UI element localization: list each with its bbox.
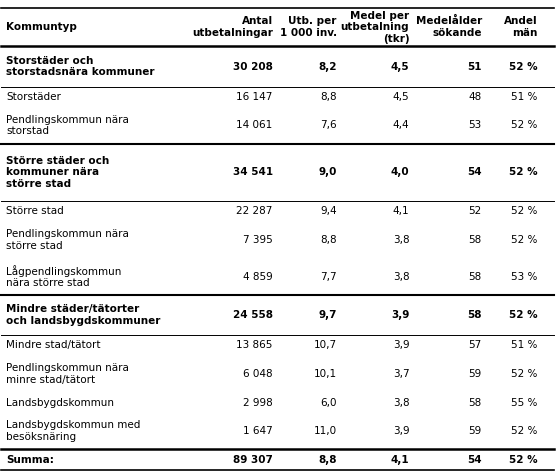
Text: 22 287: 22 287 [236,206,273,217]
Text: 7,6: 7,6 [320,121,337,131]
Text: 52 %: 52 % [511,206,538,217]
Text: 30 208: 30 208 [233,61,273,72]
Text: 51: 51 [468,61,482,72]
Text: 51 %: 51 % [511,92,538,102]
Text: 6 048: 6 048 [243,369,273,379]
Text: Större stad: Större stad [6,206,64,217]
Text: Lågpendlingskommun
nära större stad: Lågpendlingskommun nära större stad [6,265,122,288]
Text: 59: 59 [469,369,482,379]
Text: 10,1: 10,1 [314,369,337,379]
Text: 58: 58 [469,235,482,245]
Text: Medel per
utbetalning
(tkr): Medel per utbetalning (tkr) [341,10,410,44]
Text: 9,0: 9,0 [319,168,337,178]
Text: 4,4: 4,4 [393,121,410,131]
Text: 9,7: 9,7 [318,310,337,320]
Text: 52 %: 52 % [509,310,538,320]
Text: 3,8: 3,8 [393,272,410,282]
Text: Antal
utbetalningar: Antal utbetalningar [192,17,273,38]
Text: 53 %: 53 % [511,272,538,282]
Text: Landsbygdskommun: Landsbygdskommun [6,398,114,408]
Text: 58: 58 [468,310,482,320]
Text: 7 395: 7 395 [243,235,273,245]
Text: 53: 53 [469,121,482,131]
Text: 4 859: 4 859 [243,272,273,282]
Text: 54: 54 [467,168,482,178]
Text: 52 %: 52 % [511,426,538,436]
Text: 52 %: 52 % [509,61,538,72]
Text: 52 %: 52 % [511,121,538,131]
Text: 7,7: 7,7 [320,272,337,282]
Text: 6,0: 6,0 [320,398,337,408]
Text: Mindre stad/tätort: Mindre stad/tätort [6,341,100,351]
Text: 51 %: 51 % [511,341,538,351]
Text: 4,1: 4,1 [391,455,410,465]
Text: Storstäder och
storstadsnära kommuner: Storstäder och storstadsnära kommuner [6,56,155,77]
Text: 10,7: 10,7 [314,341,337,351]
Text: Pendlingskommun nära
minre stad/tätort: Pendlingskommun nära minre stad/tätort [6,363,129,385]
Text: 4,1: 4,1 [393,206,410,217]
Text: 52 %: 52 % [509,455,538,465]
Text: Landsbygdskommun med
besöksnäring: Landsbygdskommun med besöksnäring [6,420,141,442]
Text: 52 %: 52 % [511,235,538,245]
Text: 8,8: 8,8 [320,235,337,245]
Text: Kommuntyp: Kommuntyp [6,22,77,32]
Text: 24 558: 24 558 [233,310,273,320]
Text: 11,0: 11,0 [314,426,337,436]
Text: Andel
män: Andel män [504,17,538,38]
Text: 3,9: 3,9 [393,426,410,436]
Text: 9,4: 9,4 [320,206,337,217]
Text: 48: 48 [469,92,482,102]
Text: 52 %: 52 % [509,168,538,178]
Text: Större städer och
kommuner nära
större stad: Större städer och kommuner nära större s… [6,156,109,189]
Text: 4,0: 4,0 [391,168,410,178]
Text: 2 998: 2 998 [243,398,273,408]
Text: 59: 59 [469,426,482,436]
Text: 3,8: 3,8 [393,398,410,408]
Text: 58: 58 [469,398,482,408]
Text: 58: 58 [469,272,482,282]
Text: 13 865: 13 865 [236,341,273,351]
Text: 14 061: 14 061 [237,121,273,131]
Text: 3,9: 3,9 [393,341,410,351]
Text: 8,8: 8,8 [320,92,337,102]
Text: 8,8: 8,8 [318,455,337,465]
Text: Pendlingskommun nära
storstad: Pendlingskommun nära storstad [6,114,129,136]
Text: 8,2: 8,2 [318,61,337,72]
Text: 1 647: 1 647 [243,426,273,436]
Text: 55 %: 55 % [511,398,538,408]
Text: 3,8: 3,8 [393,235,410,245]
Text: 4,5: 4,5 [393,92,410,102]
Text: Pendlingskommun nära
större stad: Pendlingskommun nära större stad [6,229,129,251]
Text: 52 %: 52 % [511,369,538,379]
Text: 16 147: 16 147 [236,92,273,102]
Text: 54: 54 [467,455,482,465]
Text: 89 307: 89 307 [233,455,273,465]
Text: 52: 52 [469,206,482,217]
Text: 4,5: 4,5 [391,61,410,72]
Text: 57: 57 [469,341,482,351]
Text: Mindre städer/tätorter
och landsbygdskommuner: Mindre städer/tätorter och landsbygdskom… [6,304,160,326]
Text: Utb. per
1 000 inv.: Utb. per 1 000 inv. [280,17,337,38]
Text: Medelålder
sökande: Medelålder sökande [416,16,482,38]
Text: Storstäder: Storstäder [6,92,61,102]
Text: Summa:: Summa: [6,455,54,465]
Text: 34 541: 34 541 [233,168,273,178]
Text: 3,7: 3,7 [393,369,410,379]
Text: 3,9: 3,9 [391,310,410,320]
